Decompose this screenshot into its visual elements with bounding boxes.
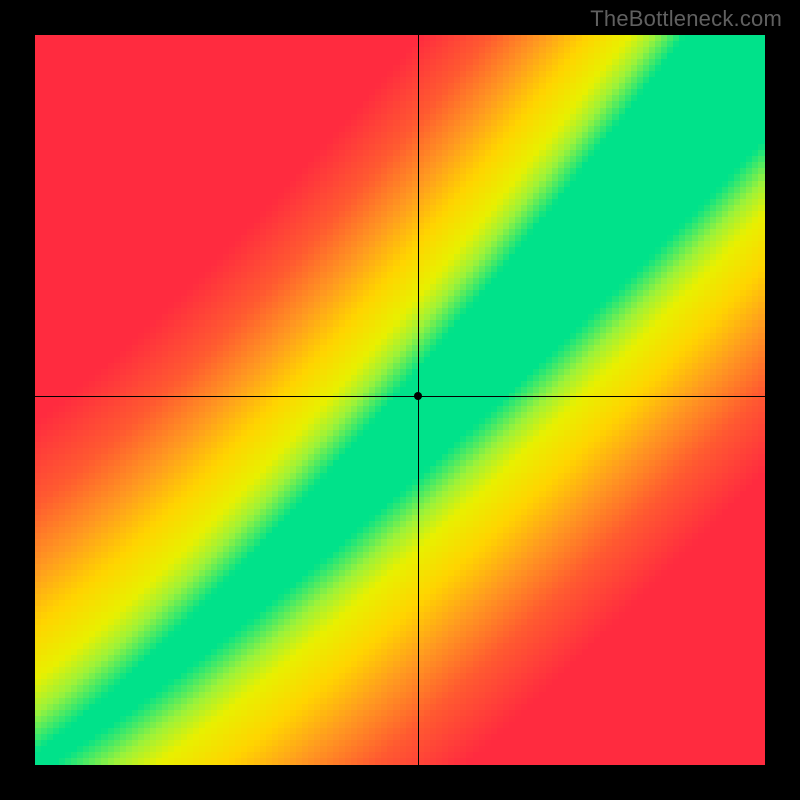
crosshair-horizontal	[35, 396, 765, 397]
watermark-text: TheBottleneck.com	[590, 6, 782, 32]
heatmap-canvas	[35, 35, 765, 765]
heatmap-plot-area	[35, 35, 765, 765]
crosshair-marker-dot	[414, 392, 422, 400]
figure-frame: TheBottleneck.com	[0, 0, 800, 800]
